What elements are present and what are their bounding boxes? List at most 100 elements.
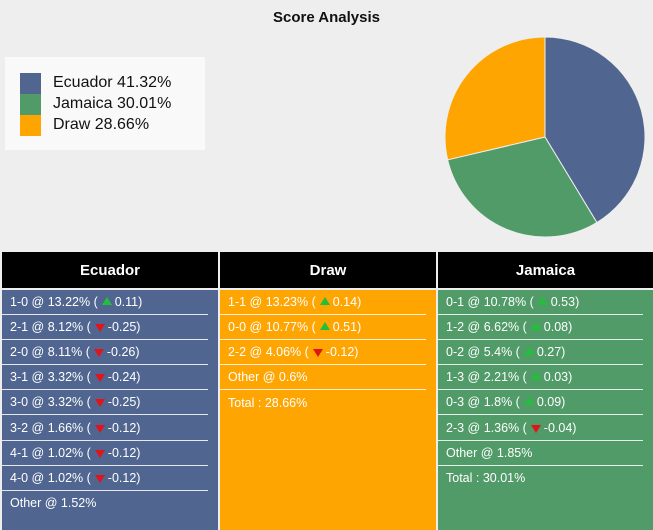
score-change: -0.12) <box>107 445 141 460</box>
page-title: Score Analysis <box>273 9 380 26</box>
arrow-up-icon <box>537 297 548 306</box>
score-row: 0-3 @ 1.8% ( 0.09) <box>438 390 643 416</box>
score-text: 0-3 @ 1.8% ( <box>446 395 520 410</box>
score-change: 0.08) <box>543 320 573 335</box>
column-body-draw: 1-1 @ 13.23% (0.14) 0-0 @ 10.77% (0.51) 2-… <box>220 290 436 530</box>
score-row: 1-0 @ 13.22% ( 0.11) <box>2 290 208 316</box>
score-change: -0.25) <box>107 395 141 410</box>
pie-slice-ecuador <box>544 36 646 224</box>
column-header-draw: Draw <box>220 252 436 288</box>
arrow-up-icon <box>530 372 541 381</box>
arrow-up-icon <box>523 397 534 406</box>
score-text: 0-1 @ 10.78% ( <box>446 295 534 310</box>
column-jamaica: Jamaica 0-1 @ 10.78% ( 0.53) 1-2 @ 6.62% (… <box>438 252 653 530</box>
score-change: -0.12) <box>107 470 141 485</box>
score-row: 2-2 @ 4.06% ( -0.12) <box>220 340 426 366</box>
column-body-ecuador: 1-0 @ 13.22% (0.11) 2-1 @ 8.12% (-0.25) 2-… <box>2 290 218 530</box>
column-header-jamaica: Jamaica <box>438 252 653 288</box>
score-row: Total : 30.01% <box>438 466 643 491</box>
arrow-down-icon <box>312 349 323 358</box>
score-text: 3-2 @ 1.66% ( <box>10 420 91 435</box>
score-row: 4-0 @ 1.02% ( -0.12) <box>2 466 208 491</box>
score-row: 2-0 @ 8.11% ( -0.26) <box>2 340 208 366</box>
arrow-down-icon <box>94 324 105 333</box>
score-row: 3-1 @ 3.32% ( -0.24) <box>2 365 208 391</box>
score-row: 0-0 @ 10.77% (0.51) <box>220 315 426 341</box>
score-text: 3-1 @ 3.32% ( <box>10 370 91 385</box>
score-change: 0.03) <box>543 370 573 385</box>
score-row: 3-0 @ 3.32% ( -0.25) <box>2 390 208 416</box>
arrow-down-icon <box>94 424 105 433</box>
score-text: Other @ 1.52% <box>10 496 97 511</box>
score-text: 1-3 @ 2.21% ( <box>446 370 527 385</box>
score-change: -0.24) <box>107 370 141 385</box>
column-header-ecuador: Ecuador <box>2 252 218 288</box>
pie-slice-jamaica <box>447 136 598 238</box>
column-draw: Draw 1-1 @ 13.23% ( 0.14) 0-0 @ 10.77% (0.… <box>220 252 436 530</box>
score-text: 1-1 @ 13.23% ( <box>228 295 316 310</box>
score-change: 0.27) <box>536 345 566 360</box>
score-text: 2-3 @ 1.36% ( <box>446 420 527 435</box>
score-row: Other @ 1.85% <box>438 441 643 466</box>
score-text: Total : 30.01% <box>446 471 526 486</box>
score-change: -0.12) <box>107 420 141 435</box>
score-text: 3-0 @ 3.32% ( <box>10 395 91 410</box>
score-change: 0.11) <box>114 295 143 310</box>
arrow-down-icon <box>530 424 541 433</box>
score-row: 2-1 @ 8.12% ( -0.25) <box>2 315 208 341</box>
arrow-down-icon <box>94 474 105 483</box>
score-text: 1-0 @ 13.22% ( <box>10 295 98 310</box>
score-text: 0-2 @ 5.4% ( <box>446 345 520 360</box>
score-row: 0-1 @ 10.78% ( 0.53) <box>438 290 643 316</box>
column-body-jamaica: 0-1 @ 10.78% ( 0.53) 1-2 @ 6.62% ( 0.08) 0-2… <box>438 290 653 530</box>
score-row: Other @ 1.52% <box>2 491 208 516</box>
score-change: 0.09) <box>536 395 566 410</box>
pie-slice-draw <box>444 36 546 161</box>
score-row: 1-1 @ 13.23% ( 0.14) <box>220 290 426 316</box>
arrow-down-icon <box>93 349 104 358</box>
legend-label-ecuador: Ecuador 41.32% <box>53 74 172 91</box>
arrow-up-icon <box>101 297 112 306</box>
score-text: 2-1 @ 8.12% ( <box>10 320 91 335</box>
arrow-down-icon <box>94 449 105 458</box>
legend-swatch-jamaica <box>20 93 41 115</box>
score-change: -0.25) <box>107 320 141 335</box>
score-text: 1-2 @ 6.62% ( <box>446 320 527 335</box>
score-row: 0-2 @ 5.4% ( 0.27) <box>438 340 643 366</box>
legend-label-jamaica: Jamaica 30.01% <box>53 95 172 112</box>
score-text: Other @ 1.85% <box>446 445 533 460</box>
arrow-down-icon <box>94 374 105 383</box>
score-text: 4-1 @ 1.02% ( <box>10 445 91 460</box>
arrow-up-icon <box>319 322 330 331</box>
score-row: Other @ 0.6% <box>220 365 426 391</box>
column-ecuador: Ecuador 1-0 @ 13.22% ( 0.11) 2-1 @ 8.12% (… <box>2 252 218 530</box>
score-change: -0.04) <box>543 420 577 435</box>
score-row: 4-1 @ 1.02% ( -0.12) <box>2 441 208 466</box>
score-row: 1-2 @ 6.62% ( 0.08) <box>438 315 643 341</box>
score-text: 2-2 @ 4.06% ( <box>228 345 309 360</box>
arrow-down-icon <box>94 399 105 408</box>
score-change: -0.12) <box>325 345 359 360</box>
legend-label-draw: Draw 28.66% <box>53 116 150 133</box>
legend: Ecuador 41.32% Jamaica 30.01% Draw 28.66… <box>5 57 205 150</box>
arrow-up-icon <box>319 297 330 306</box>
arrow-up-icon <box>530 322 541 331</box>
score-text: 2-0 @ 8.11% ( <box>10 345 90 360</box>
legend-item-draw: Draw 28.66% <box>20 114 149 136</box>
score-change: 0.14) <box>332 295 362 310</box>
score-change: -0.26) <box>106 345 140 360</box>
pie-chart <box>444 36 646 238</box>
legend-swatch-draw <box>20 114 41 136</box>
score-text: 4-0 @ 1.02% ( <box>10 470 91 485</box>
score-text: Other @ 0.6% <box>228 370 308 385</box>
legend-item-jamaica: Jamaica 30.01% <box>20 93 171 115</box>
score-row: 2-3 @ 1.36% ( -0.04) <box>438 415 643 441</box>
legend-item-ecuador: Ecuador 41.32% <box>20 72 171 94</box>
score-row: 3-2 @ 1.66% ( -0.12) <box>2 415 208 441</box>
legend-swatch-ecuador <box>20 72 41 94</box>
score-change: 0.53) <box>550 295 580 310</box>
score-text: Total : 28.66% <box>228 395 308 410</box>
score-change: 0.51) <box>332 320 362 335</box>
arrow-up-icon <box>523 347 534 356</box>
score-row: 1-3 @ 2.21% ( 0.03) <box>438 365 643 391</box>
